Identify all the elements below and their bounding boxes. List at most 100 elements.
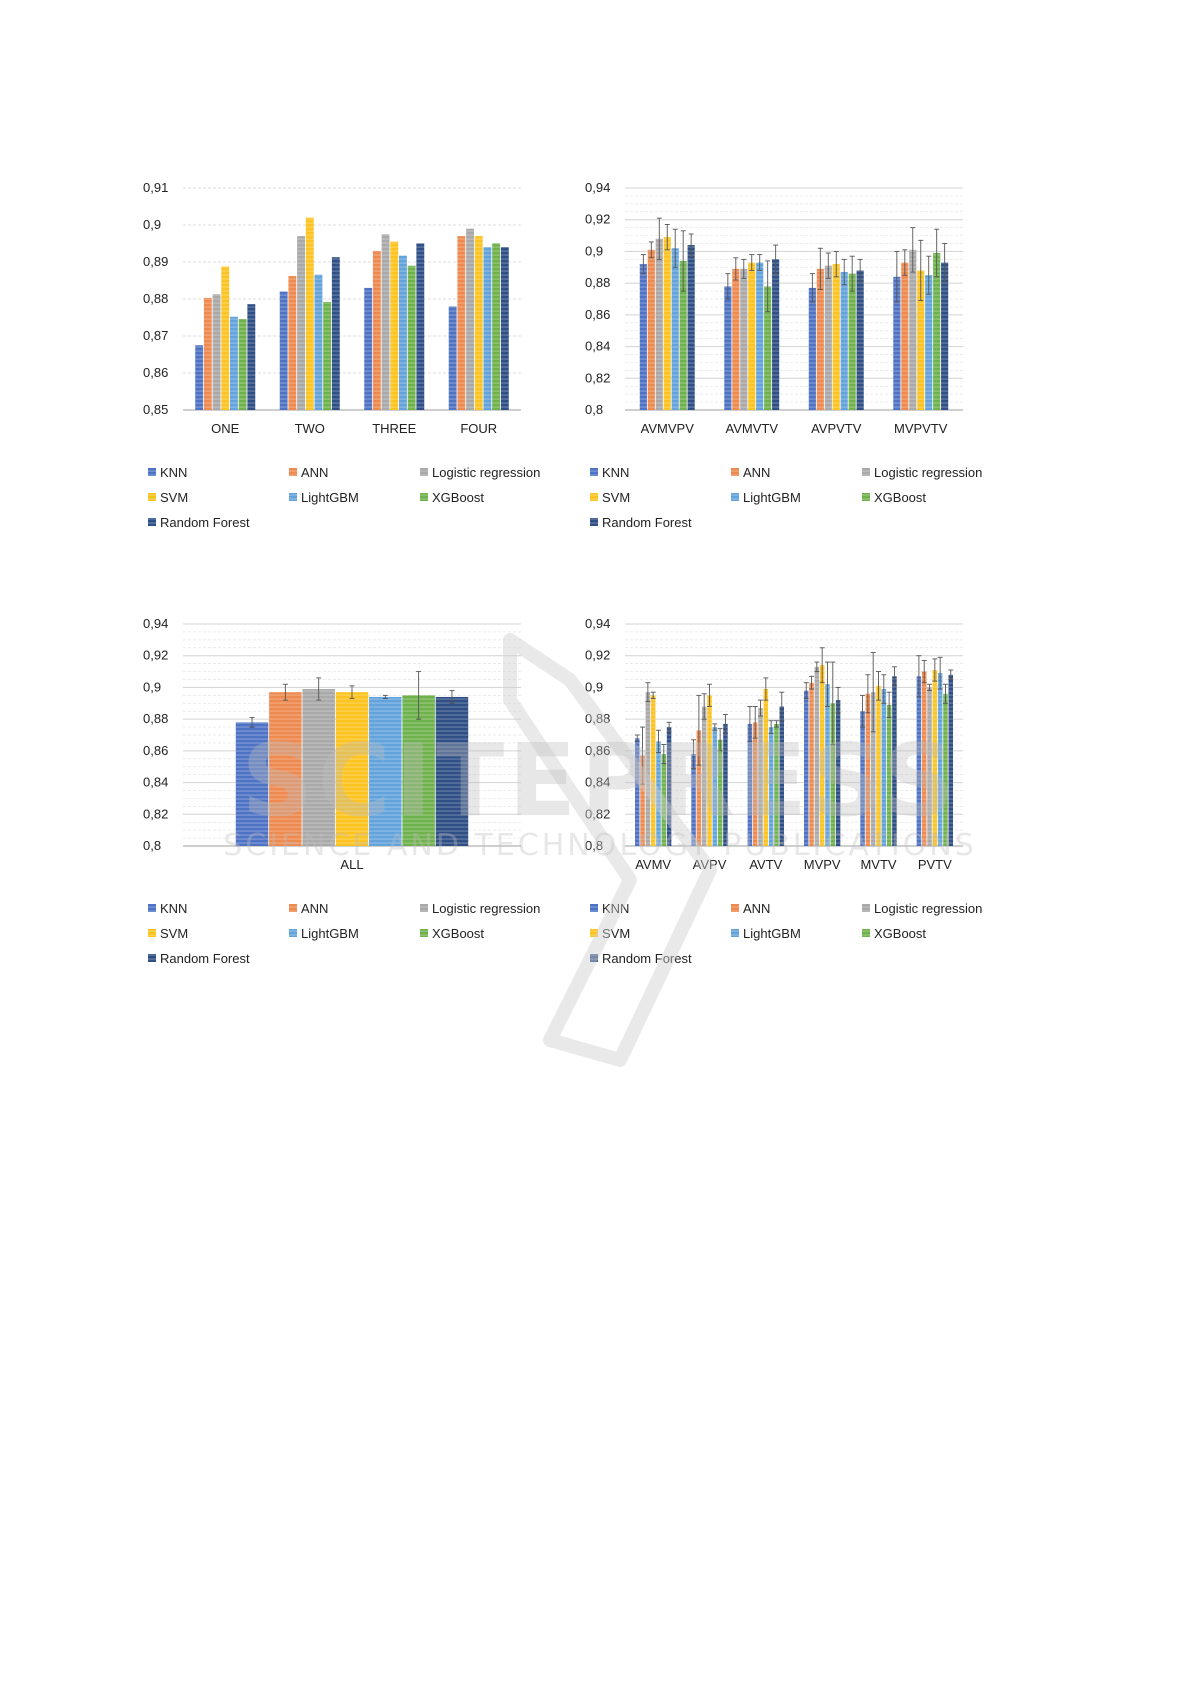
legend-swatch-knn [148, 468, 156, 476]
legend-swatch-svm [590, 493, 598, 501]
bar-lightgbm-one [229, 316, 238, 410]
x-tick-label: FOUR [460, 421, 497, 436]
bar-svm-mvtv [876, 685, 881, 846]
legend-swatch-random-forest [590, 954, 598, 962]
bar-random-forest-avmv [666, 727, 672, 846]
x-tick-label: AVPV [693, 857, 727, 872]
bar-lightgbm-mvpvtv [925, 275, 933, 410]
legend-label-random-forest: Random Forest [160, 515, 250, 530]
legend-label-logistic-regression: Logistic regression [874, 901, 982, 916]
bar-svm-all [335, 692, 369, 846]
x-tick-label: MVPV [804, 857, 841, 872]
bar-logistic-regression-mvpv [814, 666, 820, 846]
legend-label-xgboost: XGBoost [874, 926, 926, 941]
bar-random-forest-avtv [779, 706, 785, 846]
bar-chart-top-left: 0,85 0,86 0,87 0,88 0,89 0,9 0,91 ONE TWO THREE FO… [143, 180, 540, 530]
legend-label-ann: ANN [743, 901, 770, 916]
legend-label-ann: ANN [301, 901, 328, 916]
x-tick-label: AVMV [635, 857, 671, 872]
bar-knn-avmvtv [724, 286, 732, 410]
bar-ann-avmvtv [732, 268, 740, 410]
bar-xgboost-avmvtv [764, 286, 772, 410]
bar-lightgbm-avtv [768, 727, 774, 846]
y-tick-label: 0,9 [143, 217, 161, 232]
bar-logistic-regression-avmvpv [655, 238, 663, 410]
bar-chart-bottom-right: 0,8 0,82 0,84 0,86 0,88 0,9 0,92 0,94 AVMV AVPV AV… [585, 616, 982, 966]
legend-label-svm: SVM [602, 926, 630, 941]
bar-lightgbm-avpvtv [840, 272, 848, 410]
bar-random-forest-mvtv [892, 676, 897, 846]
bar-knn-all [235, 722, 269, 846]
bar-random-forest-one [247, 304, 256, 410]
bar-svm-avtv [763, 689, 769, 846]
legend-label-knn: KNN [160, 901, 187, 916]
y-tick-label: 0,92 [143, 648, 168, 663]
y-tick-label: 0,94 [585, 616, 610, 631]
legend-swatch-random-forest [590, 518, 598, 526]
y-tick-label: 0,84 [585, 775, 610, 790]
y-tick-label: 0,82 [143, 806, 168, 821]
bar-random-forest-all [435, 696, 469, 846]
bar-knn-avtv [747, 723, 753, 846]
bar-ann-two [288, 276, 297, 410]
x-tick-label: MVPVTV [894, 421, 948, 436]
y-tick-label: 0,86 [143, 365, 168, 380]
bar-svm-one [221, 266, 230, 410]
legend-label-svm: SVM [160, 926, 188, 941]
legend-label-lightgbm: LightGBM [743, 490, 801, 505]
bar-svm-avmvtv [748, 262, 756, 410]
bar-lightgbm-mvtv [881, 689, 887, 846]
legend-swatch-xgboost [420, 493, 428, 501]
legend-label-ann: ANN [743, 465, 770, 480]
legend-label-knn: KNN [602, 465, 629, 480]
bar-logistic-regression-pvtv [927, 687, 932, 846]
bar-random-forest-mvpv [835, 700, 841, 846]
bar-logistic-regression-avtv [758, 708, 763, 846]
bar-lightgbm-pvtv [937, 673, 943, 846]
legend-label-xgboost: XGBoost [432, 926, 484, 941]
bar-xgboost-mvpv [830, 703, 836, 846]
bar-xgboost-avpv [717, 739, 723, 846]
y-tick-label: 0,85 [143, 402, 168, 417]
x-tick-label: ONE [211, 421, 240, 436]
legend-swatch-lightgbm [731, 493, 739, 501]
y-tick-label: 0,84 [585, 339, 610, 354]
bar-random-forest-avmvtv [772, 259, 780, 410]
bar-random-forest-two [331, 257, 340, 410]
bar-ann-avmvpv [647, 249, 655, 410]
y-tick-label: 0,88 [143, 711, 168, 726]
y-tick-label: 0,92 [585, 212, 610, 227]
bar-knn-avpvtv [808, 287, 816, 410]
legend-swatch-svm [590, 929, 598, 937]
bar-logistic-regression-two [297, 236, 306, 410]
bar-xgboost-mvtv [886, 704, 892, 846]
legend-label-lightgbm: LightGBM [301, 490, 359, 505]
bar-random-forest-four [500, 247, 509, 410]
y-tick-label: 0,89 [143, 254, 168, 269]
y-tick-label: 0,8 [585, 838, 603, 853]
bar-lightgbm-two [314, 274, 323, 410]
chart-panel-bottom-left: 0,8 0,82 0,84 0,86 0,88 0,9 0,92 0,94 ALL KNN ANN L… [138, 612, 558, 982]
bar-knn-mvpvtv [893, 276, 901, 410]
legend-swatch-xgboost [862, 929, 870, 937]
bar-ann-all [269, 692, 302, 846]
bar-logistic-regression-all [302, 689, 335, 846]
bar-logistic-regression-avpvtv [824, 265, 832, 410]
legend-label-svm: SVM [602, 490, 630, 505]
y-tick-label: 0,94 [585, 180, 610, 195]
legend-label-random-forest: Random Forest [602, 515, 692, 530]
bar-svm-three [390, 241, 399, 410]
legend-label-ann: ANN [301, 465, 328, 480]
legend-swatch-xgboost [862, 493, 870, 501]
legend-swatch-lightgbm [289, 929, 297, 937]
bar-svm-avmvpv [663, 237, 671, 410]
legend-label-logistic-regression: Logistic regression [874, 465, 982, 480]
legend-swatch-knn [148, 904, 156, 912]
bar-lightgbm-four [483, 247, 492, 410]
bar-lightgbm-avmv [656, 741, 661, 846]
bar-svm-avpv [707, 695, 712, 846]
bar-random-forest-three [416, 243, 425, 410]
bar-knn-pvtv [916, 676, 922, 846]
legend-label-lightgbm: LightGBM [301, 926, 359, 941]
chart-panel-top-right: 0,8 0,82 0,84 0,86 0,88 0,9 0,92 0,94 AVMVPV AVMV… [580, 176, 1000, 546]
